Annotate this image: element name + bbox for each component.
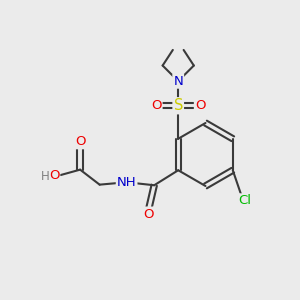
Text: O: O [49,169,59,182]
Text: Cl: Cl [238,194,251,207]
Text: NH: NH [117,176,136,189]
Text: N: N [173,75,183,88]
Text: O: O [195,99,206,112]
Text: O: O [75,135,86,148]
Text: H: H [40,170,50,183]
Text: S: S [173,98,183,113]
Text: O: O [144,208,154,220]
Text: O: O [151,99,162,112]
